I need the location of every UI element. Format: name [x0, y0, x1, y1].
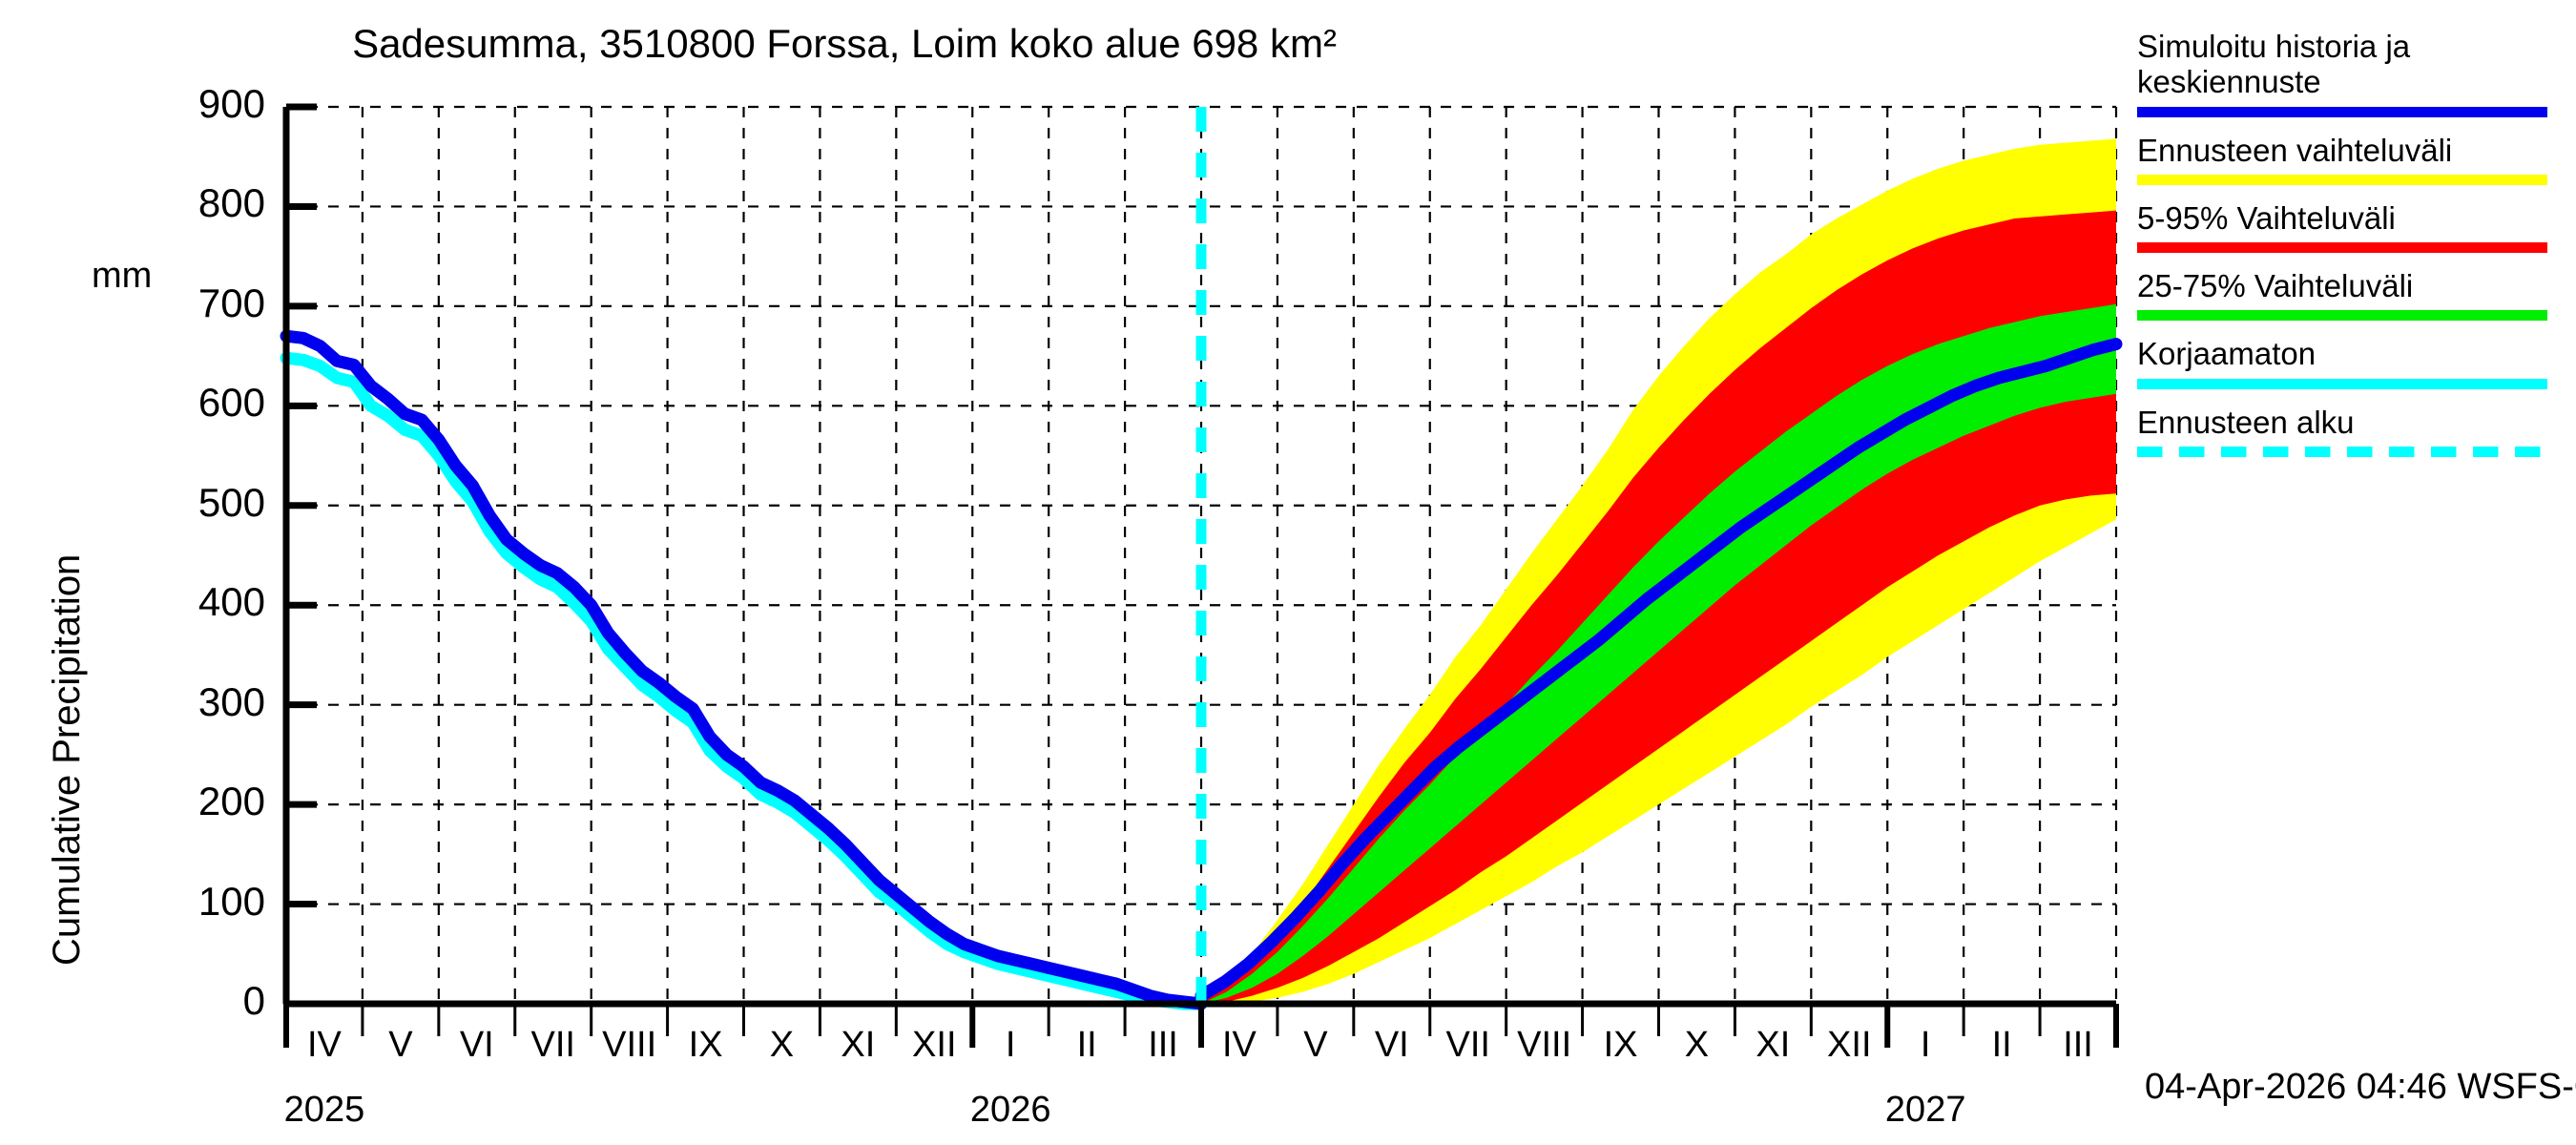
legend-item-label: 5-95% Vaihteluväli	[2137, 199, 2396, 236]
x-tick-label-month: XI	[841, 1025, 876, 1065]
series-korjaamaton	[280, 351, 1208, 1010]
x-tick-label-month: XII	[1827, 1025, 1872, 1065]
x-tick-label-month: V	[1303, 1025, 1328, 1065]
page-title: Sadesumma, 3510800 Forssa, Loim koko alu…	[352, 21, 1337, 66]
legend-item: 5-95% Vaihteluväli	[2137, 199, 2566, 254]
x-tick-label-year: 2025	[283, 1090, 365, 1130]
x-tick-label-month: X	[1684, 1025, 1710, 1065]
x-tick-label-month: IX	[1603, 1025, 1638, 1065]
legend-item: Ennusteen alku	[2137, 405, 2566, 457]
x-tick-label-month: IV	[1222, 1025, 1257, 1065]
y-tick-label: 500	[197, 479, 265, 525]
x-tick-label-month: III	[1148, 1025, 1178, 1065]
legend-item-swatch	[2137, 310, 2547, 322]
x-tick-label-month: V	[388, 1025, 413, 1065]
legend-item: Ennusteen vaihteluväli	[2137, 133, 2566, 185]
legend-item-label: Ennusteen alku	[2137, 404, 2355, 440]
footer-timestamp: 04-Apr-2026 04:46 WSFS-O	[2145, 1067, 2576, 1107]
x-tick-label-month: XII	[912, 1025, 957, 1065]
y-tick-label: 700	[197, 280, 265, 325]
y-axis-unit: mm	[92, 256, 153, 296]
forecast-band	[1201, 303, 2116, 1004]
legend-item-swatch	[2137, 106, 2547, 117]
chart-legend: Simuloitu historia ja keskiennuste Ennust…	[2137, 29, 2566, 472]
y-tick-label: 400	[197, 579, 265, 625]
x-tick-label-month: II	[1991, 1025, 2012, 1065]
series-simuloitu-historia-keskiennuste	[280, 329, 2123, 1010]
x-tick-label-month: III	[2063, 1025, 2093, 1065]
x-tick-label-month: II	[1076, 1025, 1097, 1065]
legend-item-label: Korjaamaton	[2137, 336, 2316, 372]
legend-item-swatch	[2137, 446, 2547, 457]
y-tick-label: 100	[197, 878, 265, 924]
legend-item: Simuloitu historia ja keskiennuste	[2137, 29, 2566, 117]
legend-item-label: Simuloitu historia ja keskiennuste	[2137, 29, 2411, 100]
legend-item-label: 25-75% Vaihteluväli	[2137, 268, 2414, 304]
legend-item: Korjaamaton	[2137, 336, 2566, 389]
x-tick-label-month: VII	[1445, 1025, 1490, 1065]
x-tick-label-month: VIII	[1517, 1025, 1572, 1065]
x-tick-label-month: VII	[530, 1025, 575, 1065]
legend-item: 25-75% Vaihteluväli	[2137, 268, 2566, 322]
y-tick-label: 800	[197, 180, 265, 226]
x-tick-label-month: I	[1005, 1025, 1016, 1065]
x-tick-label-year: 2027	[1884, 1090, 1966, 1130]
x-tick-label-month: I	[1920, 1025, 1931, 1065]
x-tick-label-month: IV	[307, 1025, 342, 1065]
x-tick-label-month: VI	[1374, 1025, 1409, 1065]
x-tick-label-month: XI	[1755, 1025, 1791, 1065]
y-tick-label: 200	[197, 779, 265, 824]
legend-item-label: Ennusteen vaihteluväli	[2137, 132, 2453, 168]
y-tick-label: 0	[242, 978, 265, 1023]
x-tick-label-month: IX	[688, 1025, 723, 1065]
x-tick-label-month: X	[769, 1025, 795, 1065]
x-tick-label-month: VI	[459, 1025, 494, 1065]
legend-item-swatch	[2137, 174, 2547, 185]
legend-item-swatch	[2137, 242, 2547, 254]
x-tick-label-year: 2026	[969, 1090, 1051, 1130]
legend-item-swatch	[2137, 378, 2547, 389]
y-tick-label: 600	[197, 380, 265, 426]
x-tick-label-month: VIII	[602, 1025, 657, 1065]
y-tick-label: 900	[197, 81, 265, 126]
y-tick-label: 300	[197, 678, 265, 724]
